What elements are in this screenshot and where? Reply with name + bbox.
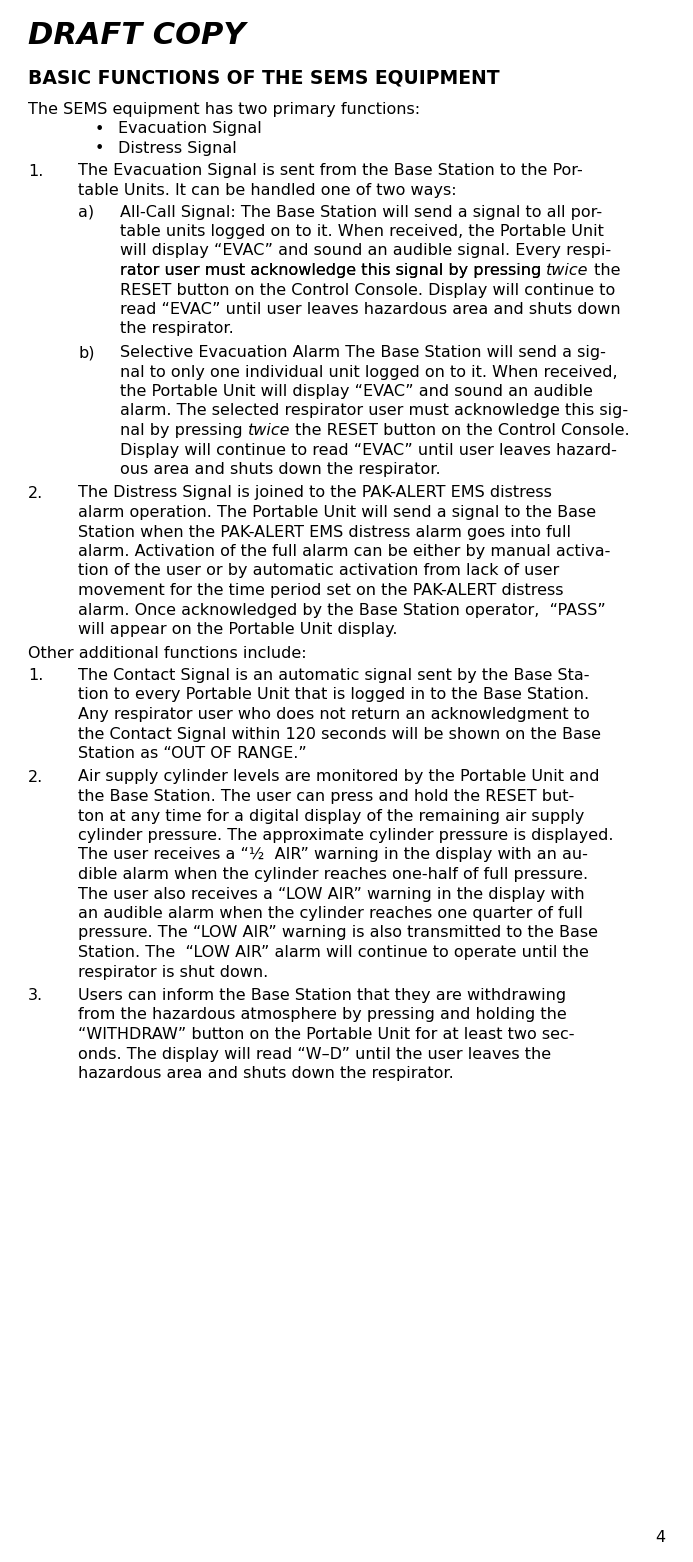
- Text: the RESET button on the Control Console.: the RESET button on the Control Console.: [290, 423, 630, 437]
- Text: the Portable Unit will display “EVAC” and sound an audible: the Portable Unit will display “EVAC” an…: [120, 384, 593, 398]
- Text: will display “EVAC” and sound an audible signal. Every respi-: will display “EVAC” and sound an audible…: [120, 244, 611, 258]
- Text: The Distress Signal is joined to the PAK-ALERT EMS distress: The Distress Signal is joined to the PAK…: [78, 486, 552, 500]
- Text: alarm. Activation of the full alarm can be either by manual activa-: alarm. Activation of the full alarm can …: [78, 544, 611, 559]
- Text: 2.: 2.: [28, 770, 43, 784]
- Text: nal to only one individual unit logged on to it. When received,: nal to only one individual unit logged o…: [120, 364, 617, 380]
- Text: Users can inform the Base Station that they are withdrawing: Users can inform the Base Station that t…: [78, 989, 566, 1003]
- Text: 3.: 3.: [28, 989, 43, 1003]
- Text: table Units. It can be handled one of two ways:: table Units. It can be handled one of tw…: [78, 183, 457, 198]
- Text: RESET button on the Control Console. Display will continue to: RESET button on the Control Console. Dis…: [120, 283, 615, 297]
- Text: dible alarm when the cylinder reaches one-half of full pressure.: dible alarm when the cylinder reaches on…: [78, 867, 588, 883]
- Text: the: the: [589, 262, 620, 278]
- Text: hazardous area and shuts down the respirator.: hazardous area and shuts down the respir…: [78, 1065, 454, 1081]
- Text: The user receives a “½  AIR” warning in the display with an au-: The user receives a “½ AIR” warning in t…: [78, 848, 588, 862]
- Text: ous area and shuts down the respirator.: ous area and shuts down the respirator.: [120, 462, 441, 476]
- Text: tion of the user or by automatic activation from lack of user: tion of the user or by automatic activat…: [78, 564, 559, 578]
- Text: table units logged on to it. When received, the Portable Unit: table units logged on to it. When receiv…: [120, 223, 604, 239]
- Text: rator user must acknowledge this signal by pressing: rator user must acknowledge this signal …: [120, 262, 546, 278]
- Text: 1.: 1.: [28, 164, 44, 178]
- Text: alarm operation. The Portable Unit will send a signal to the Base: alarm operation. The Portable Unit will …: [78, 505, 596, 520]
- Text: •: •: [95, 122, 105, 136]
- Text: The Contact Signal is an automatic signal sent by the Base Sta-: The Contact Signal is an automatic signa…: [78, 669, 590, 683]
- Text: Other additional functions include:: Other additional functions include:: [28, 647, 306, 661]
- Text: DRAFT COPY: DRAFT COPY: [28, 20, 245, 50]
- Text: 4: 4: [655, 1531, 665, 1545]
- Text: will appear on the Portable Unit display.: will appear on the Portable Unit display…: [78, 622, 398, 637]
- Text: Station when the PAK-ALERT EMS distress alarm goes into full: Station when the PAK-ALERT EMS distress …: [78, 525, 571, 539]
- Text: 2.: 2.: [28, 486, 43, 500]
- Text: the Contact Signal within 120 seconds will be shown on the Base: the Contact Signal within 120 seconds wi…: [78, 726, 601, 742]
- Text: pressure. The “LOW AIR” warning is also transmitted to the Base: pressure. The “LOW AIR” warning is also …: [78, 926, 598, 940]
- Text: read “EVAC” until user leaves hazardous area and shuts down: read “EVAC” until user leaves hazardous …: [120, 301, 621, 317]
- Text: The user also receives a “LOW AIR” warning in the display with: The user also receives a “LOW AIR” warni…: [78, 887, 585, 901]
- Text: Station. The  “LOW AIR” alarm will continue to operate until the: Station. The “LOW AIR” alarm will contin…: [78, 945, 589, 961]
- Text: onds. The display will read “W–D” until the user leaves the: onds. The display will read “W–D” until …: [78, 1047, 551, 1062]
- Text: Air supply cylinder levels are monitored by the Portable Unit and: Air supply cylinder levels are monitored…: [78, 770, 599, 784]
- Text: tion to every Portable Unit that is logged in to the Base Station.: tion to every Portable Unit that is logg…: [78, 687, 589, 703]
- Text: alarm. The selected respirator user must acknowledge this sig-: alarm. The selected respirator user must…: [120, 403, 628, 419]
- Text: Evacuation Signal: Evacuation Signal: [118, 122, 262, 136]
- Text: twice: twice: [546, 262, 589, 278]
- Text: All-Call Signal: The Base Station will send a signal to all por-: All-Call Signal: The Base Station will s…: [120, 205, 602, 220]
- Text: the respirator.: the respirator.: [120, 322, 234, 336]
- Text: nal by pressing: nal by pressing: [120, 423, 248, 437]
- Text: movement for the time period set on the PAK-ALERT distress: movement for the time period set on the …: [78, 583, 563, 598]
- Text: respirator is shut down.: respirator is shut down.: [78, 964, 268, 979]
- Text: from the hazardous atmosphere by pressing and holding the: from the hazardous atmosphere by pressin…: [78, 1007, 567, 1023]
- Text: The SEMS equipment has two primary functions:: The SEMS equipment has two primary funct…: [28, 102, 420, 117]
- Text: 1.: 1.: [28, 669, 44, 683]
- Text: a): a): [78, 205, 94, 220]
- Text: •: •: [95, 141, 105, 156]
- Text: b): b): [78, 345, 94, 359]
- Text: Display will continue to read “EVAC” until user leaves hazard-: Display will continue to read “EVAC” unt…: [120, 442, 617, 458]
- Text: Any respirator user who does not return an acknowledgment to: Any respirator user who does not return …: [78, 708, 590, 722]
- Text: ton at any time for a digital display of the remaining air supply: ton at any time for a digital display of…: [78, 809, 584, 823]
- Text: cylinder pressure. The approximate cylinder pressure is displayed.: cylinder pressure. The approximate cylin…: [78, 828, 613, 843]
- Text: BASIC FUNCTIONS OF THE SEMS EQUIPMENT: BASIC FUNCTIONS OF THE SEMS EQUIPMENT: [28, 69, 500, 87]
- Text: alarm. Once acknowledged by the Base Station operator,  “PASS”: alarm. Once acknowledged by the Base Sta…: [78, 603, 606, 617]
- Text: Selective Evacuation Alarm The Base Station will send a sig-: Selective Evacuation Alarm The Base Stat…: [120, 345, 606, 359]
- Text: “WITHDRAW” button on the Portable Unit for at least two sec-: “WITHDRAW” button on the Portable Unit f…: [78, 1026, 574, 1042]
- Text: The Evacuation Signal is sent from the Base Station to the Por-: The Evacuation Signal is sent from the B…: [78, 164, 583, 178]
- Text: the Base Station. The user can press and hold the RESET but-: the Base Station. The user can press and…: [78, 789, 574, 804]
- Text: rator user must acknowledge this signal by pressing: rator user must acknowledge this signal …: [120, 262, 546, 278]
- Text: Distress Signal: Distress Signal: [118, 141, 237, 156]
- Text: an audible alarm when the cylinder reaches one quarter of full: an audible alarm when the cylinder reach…: [78, 906, 583, 922]
- Text: twice: twice: [248, 423, 290, 437]
- Text: Station as “OUT OF RANGE.”: Station as “OUT OF RANGE.”: [78, 747, 307, 761]
